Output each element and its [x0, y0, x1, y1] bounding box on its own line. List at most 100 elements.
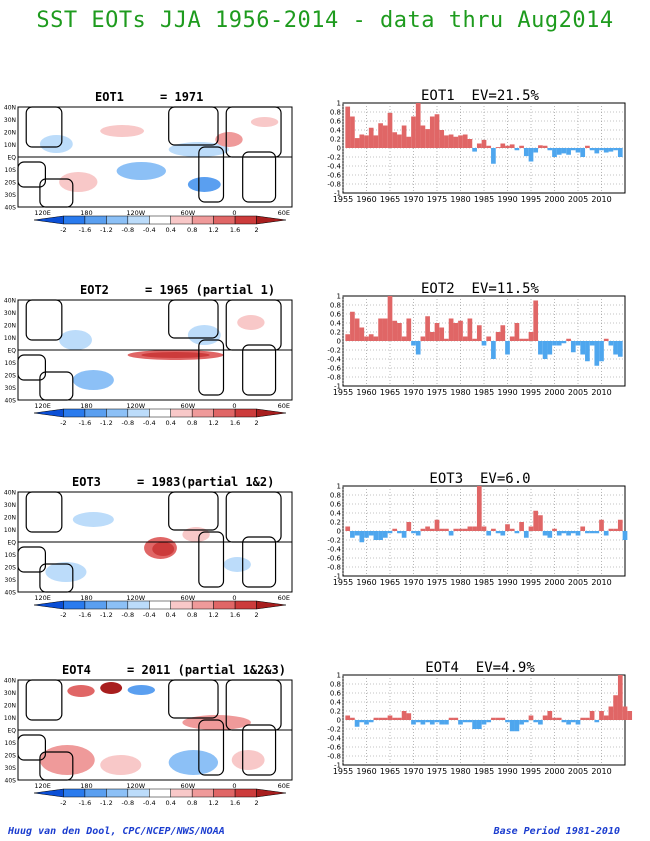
eot3-bar	[519, 522, 524, 531]
eot4-bar	[354, 720, 360, 727]
eot4-coastline	[168, 679, 219, 719]
eot2-xtick-label: 1965	[380, 388, 400, 397]
eot3-coastline	[198, 531, 225, 588]
eot2-ytick-label: -0.6	[327, 365, 341, 373]
eot2-colorbar-segment	[170, 408, 193, 418]
eot3-bar	[570, 531, 576, 534]
eot4-ytick-label: 0.2	[330, 708, 341, 716]
eot1-ytick-label: -1	[334, 190, 341, 198]
eot2-bar	[547, 341, 553, 355]
eot1-colorbar-segment	[84, 215, 107, 225]
eot1-map: 40N 30N 20N 10N EQ 10S 20S 30S 40S 120E 180 120W 60W…	[4, 105, 293, 234]
eot1-anomaly-patch	[39, 135, 73, 153]
eot1-xtick-label: 1965	[380, 195, 400, 204]
eot1-bar	[364, 135, 369, 148]
eot4-bar	[495, 717, 501, 720]
eot4-bar	[406, 713, 412, 720]
eot1-bar	[411, 116, 416, 148]
eot1-bar	[594, 148, 600, 154]
eot2-bar	[566, 338, 571, 341]
eot4-bar-title: EOT4 EV=4.9%	[425, 660, 535, 676]
eot4-bar	[444, 720, 449, 725]
eot2-bar	[392, 320, 398, 341]
eot4-bar	[359, 720, 365, 723]
eot2-bar	[406, 318, 412, 341]
eot1-colorbar-segment	[191, 215, 214, 225]
eot4-lat-label: 30S	[5, 765, 17, 772]
eot4-bar	[594, 720, 600, 723]
eot4-xtick-label: 1985	[474, 767, 494, 776]
eot2-colorbar-label: 2	[254, 419, 258, 427]
eot2-colorbar-segment	[127, 408, 150, 418]
eot1-bar	[538, 145, 543, 148]
eot1-colorbar-segment	[106, 215, 129, 225]
eot1-lat-label: 10N	[4, 142, 16, 149]
eot2-bar	[387, 296, 393, 341]
eot3-lon-label: 60E	[278, 594, 290, 602]
eot1-bar	[397, 134, 402, 148]
eot4-bar	[523, 720, 529, 723]
eot2-xtick-label: 1990	[497, 388, 517, 397]
eot4-bar	[364, 720, 369, 725]
eot4-bar	[481, 720, 487, 725]
eot1-ytick-label: -0.4	[327, 163, 341, 171]
eot4-colorbar-segment	[84, 788, 107, 798]
eot1-bar	[434, 114, 440, 148]
eot4-lat-label: 30N	[4, 690, 16, 697]
eot3-bar	[552, 528, 557, 531]
eot3-bar	[448, 531, 454, 536]
eot1-bar	[387, 112, 393, 148]
eot3-anomaly-patch	[45, 562, 87, 582]
eot4-map-title: EOT4 = 2011 (partial 1&2&3)	[62, 663, 286, 677]
eot3-bar	[415, 531, 421, 536]
eot2-colorbar-label: 0.4	[166, 419, 176, 427]
eot3-bar	[462, 528, 468, 531]
eot4-bar	[387, 715, 393, 720]
eot2-bar	[462, 336, 468, 341]
eot3-anomaly-patch	[182, 527, 210, 542]
eot4-xtick-label: 1990	[497, 767, 517, 776]
eot4-xtick-label: 1980	[450, 767, 470, 776]
eot3-bar	[608, 528, 614, 531]
eot1-colorbar-label: 0.8	[187, 226, 197, 234]
eot4-bar	[627, 711, 633, 720]
eot2-bar	[378, 318, 383, 341]
eot3-bar	[514, 531, 520, 534]
eot1-bar	[533, 148, 539, 153]
eot2-xtick-label: 1980	[450, 388, 470, 397]
eot2-lat-label: 30S	[5, 385, 17, 392]
eot3-lat-label: 20N	[4, 515, 16, 522]
eot4-coastline	[242, 724, 277, 776]
eot3-bar	[566, 531, 571, 536]
eot4-xtick-label: 2000	[544, 767, 564, 776]
eot2-bar	[533, 300, 539, 341]
eot3-bar	[613, 528, 618, 531]
eot1-bar	[448, 134, 454, 148]
eot1-coastline	[39, 178, 74, 208]
eot1-lat-label: 40N	[4, 105, 16, 112]
eot2-lon-label: 120E	[34, 402, 51, 410]
eot3-bar	[542, 531, 548, 536]
eot1-bar	[500, 143, 506, 148]
eot2-bar	[359, 327, 365, 341]
eot1-bar-panel: EOT1 EV=21.5% 1 0.8 0.6 0.4 0.2 0 -0.2 -0.4 -0.6…	[315, 88, 645, 258]
eot1-colorbar-label: 0.4	[166, 226, 176, 234]
eot1-bar	[491, 148, 496, 164]
eot3-bar	[509, 528, 515, 531]
eot2-bar	[364, 336, 369, 341]
eot1-bar	[350, 116, 355, 148]
eot1-bar	[566, 148, 571, 155]
eot2-bar	[467, 318, 473, 341]
eot3-colorbar-label: -2	[60, 611, 66, 619]
eot3-bar	[411, 531, 416, 534]
eot4-lon-label: 60W	[181, 782, 196, 790]
eot4-bar	[392, 717, 398, 720]
eot1-anomaly-patch	[168, 142, 229, 157]
eot4-ytick-label: -0.4	[327, 735, 341, 743]
eot3-lat-label: EQ	[7, 540, 16, 547]
eot1-xtick-label: 1955	[333, 195, 353, 204]
eot1-colorbar-label: 1.2	[208, 226, 218, 234]
eot1-bar	[528, 148, 534, 162]
eot1-bar	[345, 106, 351, 148]
eot3-ytick-label: -0.6	[327, 555, 341, 563]
